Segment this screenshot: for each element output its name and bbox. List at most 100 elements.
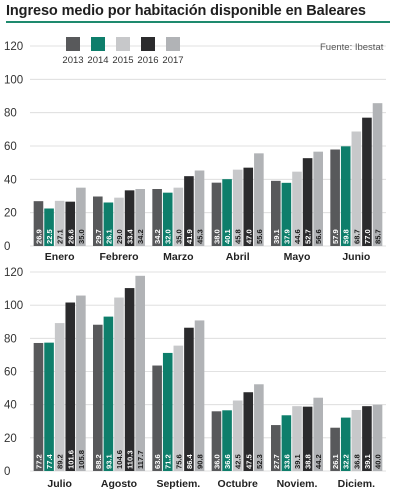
bar-value-label: 44.6 bbox=[293, 229, 302, 244]
bar bbox=[152, 365, 162, 471]
bar-value-label: 86.4 bbox=[185, 453, 194, 469]
bar-value-label: 29.7 bbox=[94, 229, 103, 244]
bar bbox=[281, 415, 292, 471]
legend-label: 2014 bbox=[87, 55, 108, 66]
bar-value-label: 42.5 bbox=[234, 453, 243, 469]
y-tick-label: 60 bbox=[4, 367, 17, 379]
bar-value-label: 101.6 bbox=[66, 450, 75, 469]
bar bbox=[313, 397, 323, 471]
y-tick-label: 80 bbox=[4, 333, 17, 345]
bar bbox=[243, 167, 254, 246]
x-category-label: Octubre bbox=[218, 478, 258, 490]
bar-value-label: 35.0 bbox=[174, 229, 183, 244]
legend-label: 2017 bbox=[162, 55, 183, 66]
bar-value-label: 36.0 bbox=[212, 454, 221, 469]
bar bbox=[330, 149, 340, 246]
bar bbox=[124, 288, 135, 471]
bar-value-label: 26.6 bbox=[66, 229, 75, 244]
y-tick-label: 100 bbox=[4, 74, 23, 86]
bar-value-label: 34.2 bbox=[153, 229, 162, 244]
bar bbox=[135, 275, 145, 471]
bar-value-label: 45.8 bbox=[234, 229, 243, 244]
bar-value-label: 56.6 bbox=[314, 229, 323, 244]
bar-value-label: 57.9 bbox=[331, 229, 340, 244]
chart-title: Ingreso medio por habitación disponible … bbox=[6, 3, 366, 19]
bar bbox=[211, 411, 222, 471]
bar bbox=[162, 192, 173, 246]
bar bbox=[124, 190, 135, 246]
y-tick-label: 0 bbox=[4, 241, 10, 253]
x-category-label: Julio bbox=[47, 478, 72, 490]
bar bbox=[362, 406, 372, 471]
bar-value-label: 39.1 bbox=[272, 228, 281, 244]
bar-value-label: 45.3 bbox=[196, 229, 205, 244]
bar bbox=[372, 103, 383, 247]
bar-value-label: 26.9 bbox=[34, 229, 43, 244]
bar-value-label: 32.0 bbox=[164, 229, 173, 244]
bar-value-label: 77.4 bbox=[45, 453, 54, 469]
bar bbox=[330, 427, 340, 471]
bar-value-label: 52.7 bbox=[304, 229, 313, 244]
bar bbox=[222, 179, 232, 246]
bar bbox=[54, 323, 65, 471]
bar-value-label: 29.0 bbox=[115, 229, 124, 244]
bar bbox=[292, 171, 302, 246]
bar-value-label: 37.9 bbox=[282, 229, 291, 244]
x-category-label: Mayo bbox=[284, 251, 311, 263]
bar-value-label: 59.8 bbox=[342, 229, 351, 244]
bar bbox=[194, 320, 205, 471]
bar bbox=[184, 327, 194, 471]
x-category-label: Septiem. bbox=[156, 478, 200, 490]
bar bbox=[173, 187, 184, 246]
bar bbox=[152, 189, 162, 246]
bar bbox=[292, 406, 302, 471]
bar bbox=[271, 425, 281, 471]
bar-value-label: 38.0 bbox=[212, 229, 221, 244]
bar-value-label: 105.8 bbox=[77, 450, 86, 469]
bar bbox=[302, 406, 313, 471]
bar bbox=[114, 197, 124, 246]
y-tick-label: 40 bbox=[4, 174, 17, 186]
bar bbox=[65, 201, 76, 246]
bar bbox=[103, 202, 114, 246]
source-note: Fuente: Ibestat bbox=[320, 42, 384, 53]
x-category-label: Febrero bbox=[99, 251, 138, 263]
bar bbox=[44, 342, 54, 471]
bar-value-label: 26.1 bbox=[104, 228, 113, 244]
bar-value-label: 55.6 bbox=[255, 229, 264, 244]
bar-value-label: 40.1 bbox=[223, 228, 232, 244]
x-category-label: Noviem. bbox=[277, 478, 318, 490]
bar bbox=[44, 208, 54, 246]
bar-value-label: 104.6 bbox=[115, 450, 124, 469]
bar-value-label: 36.6 bbox=[223, 454, 232, 469]
bar-value-label: 35.0 bbox=[77, 229, 86, 244]
x-category-label: Abril bbox=[226, 251, 250, 263]
bar bbox=[302, 158, 313, 246]
bar bbox=[114, 297, 124, 471]
bar-value-label: 110.3 bbox=[126, 450, 135, 469]
bar-value-label: 22.5 bbox=[45, 228, 54, 244]
bar-value-label: 39.1 bbox=[363, 453, 372, 469]
bar bbox=[33, 342, 44, 471]
bar-value-label: 77.0 bbox=[363, 229, 372, 244]
bar-value-label: 88.2 bbox=[94, 454, 103, 469]
y-tick-label: 0 bbox=[4, 466, 10, 478]
x-category-label: Enero bbox=[45, 251, 75, 263]
bar bbox=[65, 302, 76, 471]
legend-label: 2016 bbox=[137, 55, 158, 66]
bar bbox=[254, 153, 264, 246]
bar-value-label: 27.7 bbox=[272, 454, 281, 469]
bar bbox=[340, 417, 351, 471]
bar bbox=[362, 117, 372, 247]
bar bbox=[232, 169, 243, 246]
bar-value-label: 33.6 bbox=[282, 454, 291, 469]
legend-swatch bbox=[91, 37, 105, 51]
legend-label: 2013 bbox=[62, 55, 83, 66]
bar-value-label: 40.0 bbox=[374, 454, 383, 469]
bar bbox=[351, 409, 362, 471]
bar bbox=[54, 200, 65, 246]
bar-value-label: 93.1 bbox=[104, 453, 113, 469]
bar bbox=[254, 384, 264, 471]
y-tick-label: 120 bbox=[4, 41, 23, 53]
